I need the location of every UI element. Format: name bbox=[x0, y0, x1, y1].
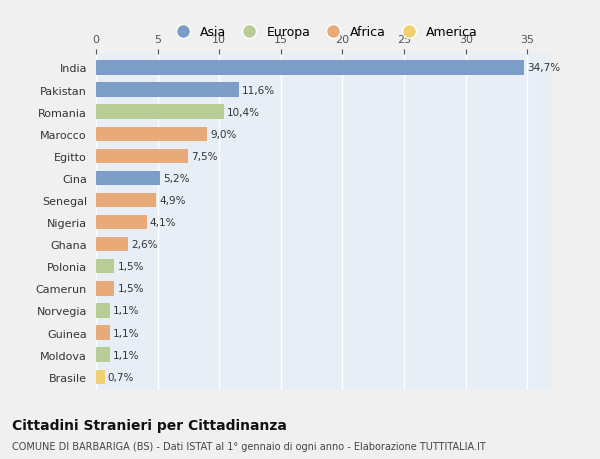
Bar bbox=[96, 149, 188, 164]
Text: 1,5%: 1,5% bbox=[118, 284, 144, 294]
Text: 1,1%: 1,1% bbox=[113, 306, 139, 316]
Legend: Asia, Europa, Africa, America: Asia, Europa, Africa, America bbox=[165, 21, 483, 44]
Bar bbox=[96, 127, 207, 142]
Text: 10,4%: 10,4% bbox=[227, 107, 260, 118]
Text: 2,6%: 2,6% bbox=[131, 240, 158, 250]
Bar bbox=[96, 215, 146, 230]
Bar bbox=[96, 348, 110, 362]
Bar bbox=[96, 281, 115, 296]
Text: 1,5%: 1,5% bbox=[118, 262, 144, 272]
Bar bbox=[96, 83, 239, 97]
Text: COMUNE DI BARBARIGA (BS) - Dati ISTAT al 1° gennaio di ogni anno - Elaborazione : COMUNE DI BARBARIGA (BS) - Dati ISTAT al… bbox=[12, 441, 486, 451]
Text: 4,9%: 4,9% bbox=[160, 196, 186, 206]
Text: 1,1%: 1,1% bbox=[113, 328, 139, 338]
Text: Cittadini Stranieri per Cittadinanza: Cittadini Stranieri per Cittadinanza bbox=[12, 418, 287, 431]
Bar bbox=[96, 105, 224, 119]
Text: 1,1%: 1,1% bbox=[113, 350, 139, 360]
Text: 5,2%: 5,2% bbox=[163, 174, 190, 184]
Text: 7,5%: 7,5% bbox=[191, 151, 218, 162]
Text: 9,0%: 9,0% bbox=[210, 129, 236, 140]
Bar bbox=[96, 303, 110, 318]
Bar bbox=[96, 193, 157, 208]
Text: 4,1%: 4,1% bbox=[149, 218, 176, 228]
Bar bbox=[96, 370, 104, 384]
Bar bbox=[96, 61, 524, 75]
Text: 0,7%: 0,7% bbox=[108, 372, 134, 382]
Bar bbox=[96, 171, 160, 186]
Text: 11,6%: 11,6% bbox=[242, 85, 275, 95]
Text: 34,7%: 34,7% bbox=[527, 63, 560, 73]
Bar bbox=[96, 259, 115, 274]
Bar bbox=[96, 326, 110, 340]
Bar bbox=[96, 237, 128, 252]
